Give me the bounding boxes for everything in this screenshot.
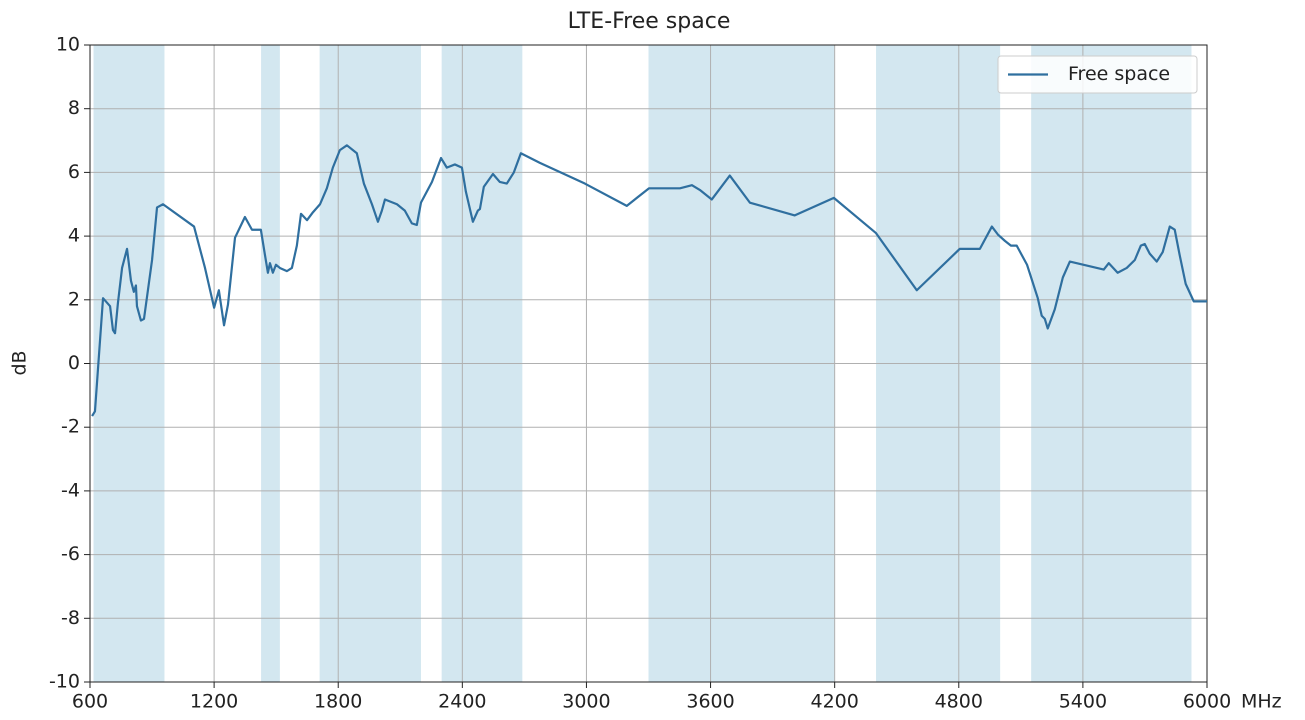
y-tick-label: -2	[61, 416, 80, 438]
x-tick-label: 2400	[438, 691, 486, 713]
chart-title: LTE-Free space	[568, 9, 731, 34]
x-tick-label: 6000	[1183, 691, 1231, 713]
y-tick-label: 4	[68, 225, 80, 247]
legend-box	[997, 55, 1198, 94]
x-axis-unit: MHz	[1241, 691, 1282, 713]
y-tick-label: 2	[68, 288, 80, 310]
x-tick-label: 4800	[935, 691, 983, 713]
plot-frame	[89, 44, 1208, 683]
legend-label: Free space	[1068, 63, 1170, 85]
y-tick-label: 8	[68, 97, 80, 119]
x-tick-label: 1800	[314, 691, 362, 713]
x-tick-label: 3600	[686, 691, 734, 713]
y-tick-label: 6	[68, 161, 80, 183]
x-tick-label: 5400	[1059, 691, 1107, 713]
y-tick-label: -6	[61, 543, 80, 565]
x-tick-label: 600	[72, 691, 108, 713]
data-line	[91, 144, 1207, 417]
y-tick-label: -10	[49, 671, 80, 693]
x-tick-label: 3000	[562, 691, 610, 713]
y-tick-label: -4	[61, 479, 80, 501]
x-tick-label: 1200	[190, 691, 238, 713]
x-tick-label: 4200	[810, 691, 858, 713]
y-tick-label: -8	[61, 607, 80, 629]
y-tick-label: 0	[68, 352, 80, 374]
y-tick-label: 10	[56, 34, 80, 56]
y-axis-label: dB	[9, 350, 31, 375]
